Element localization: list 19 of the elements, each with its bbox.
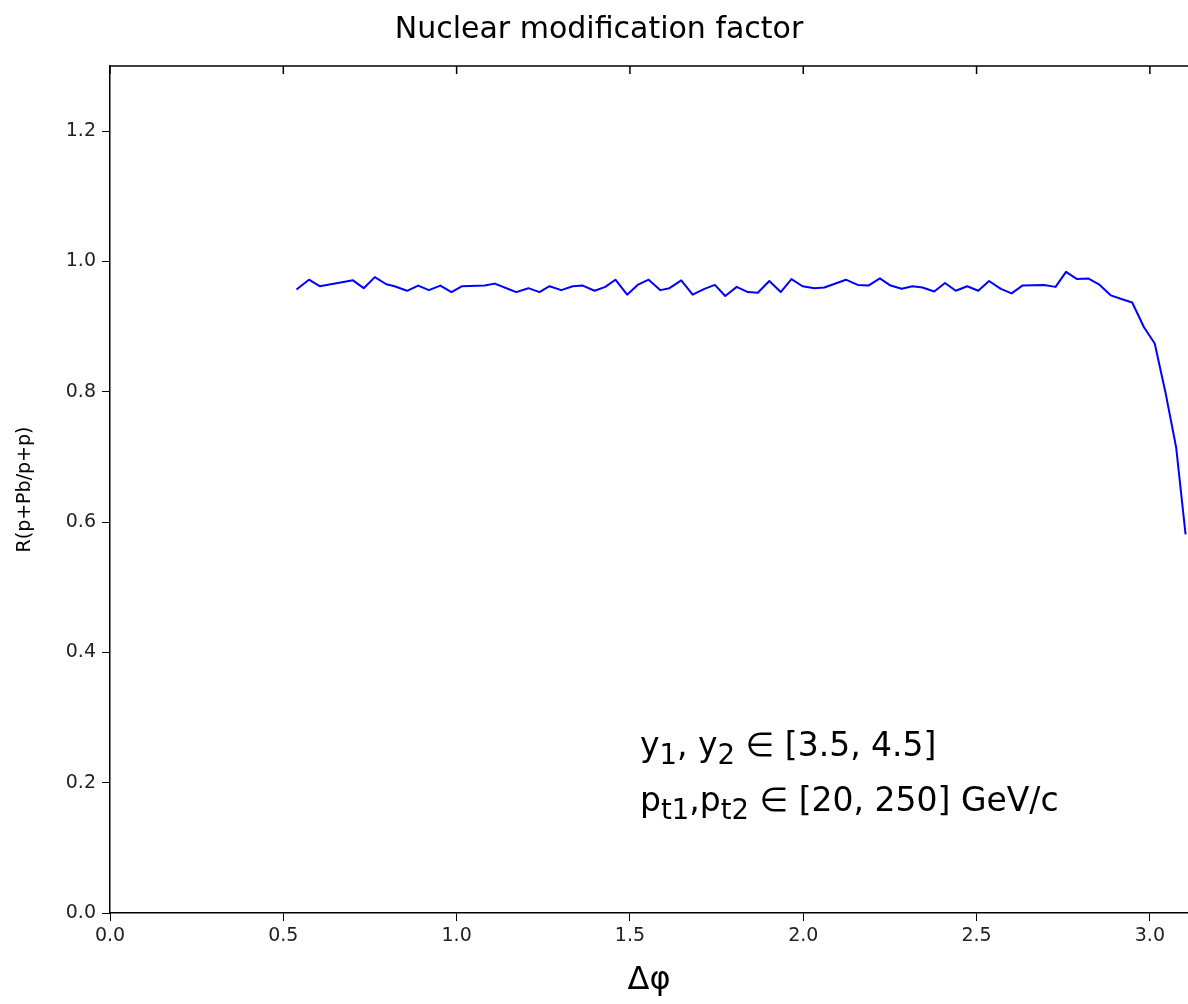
- annotation: p$_{t1}$,p$_{t2}$ ∈ [20, 250] GeV/c: [640, 778, 1059, 827]
- x-tick-label: 1.0: [441, 923, 472, 946]
- x-tick-label: 2.0: [788, 923, 819, 946]
- y-tick-label: 0.6: [65, 509, 96, 532]
- y-tick-label: 0.0: [65, 899, 96, 922]
- y-tick-label: 1.2: [65, 118, 96, 141]
- y-axis-title: R(p+Pb/p+p): [12, 426, 35, 553]
- y-tick-label: 0.8: [65, 378, 96, 401]
- y-tick-label: 1.0: [65, 248, 96, 271]
- y-tick-label: 0.2: [65, 769, 96, 792]
- x-axis-title: Δφ: [627, 959, 671, 998]
- x-tick-label: 1.5: [614, 923, 646, 946]
- chart-title: Nuclear modification factor: [394, 9, 804, 45]
- x-tick-label: 2.5: [961, 923, 992, 946]
- x-tick-label: 0.0: [94, 923, 126, 946]
- x-tick-label: 3.0: [1134, 923, 1165, 946]
- x-tick-label: 0.5: [268, 923, 299, 946]
- annotation: y$_{1}$, y$_{2}$ ∈ [3.5, 4.5]: [640, 724, 938, 772]
- y-tick-label: 0.4: [65, 639, 96, 662]
